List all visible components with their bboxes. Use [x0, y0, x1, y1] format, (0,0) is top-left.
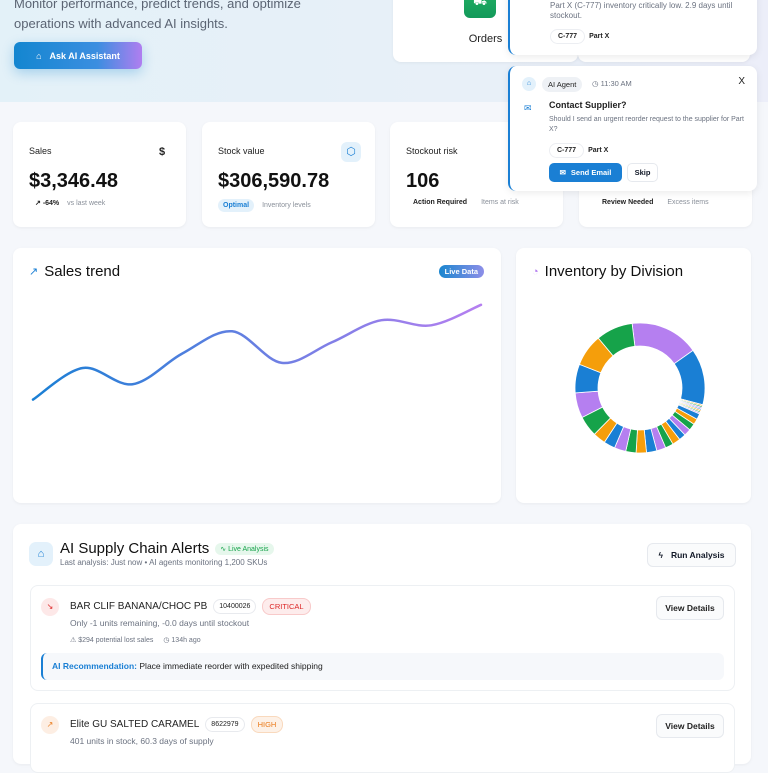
lightning-icon: ϟ [658, 550, 663, 560]
kpi-value: $306,590.78 [218, 170, 330, 192]
sales-trend-line [31, 303, 483, 401]
notification-contact-supplier: ⌂ AI Agent ◷ 11:30 AM X ✉ Contact Suppli… [508, 66, 757, 191]
notification-low-stock: Part X (C-777) inventory critically low.… [508, 0, 757, 55]
kpi-title: Stock value [218, 146, 265, 156]
kpi-stock-value: Stock value ⬡ $306,590.78 Optimal Invento… [202, 122, 375, 227]
alert-description: Only -1 units remaining, -0.0 days until… [70, 618, 250, 628]
recommendation-text: Place immediate reorder with expedited s… [139, 661, 323, 671]
notification-time: 11:30 AM [600, 79, 632, 88]
truck-icon: ⛟ [464, 0, 496, 18]
clock-icon: ◷ [163, 637, 172, 644]
pie-chart-icon: ◔ [532, 265, 539, 278]
kpi-sales: Sales $ $3,346.48 ↗ -64% vs last week [13, 122, 186, 227]
alert-description: 401 units in stock, 60.3 days of supply [70, 736, 214, 746]
kpi-note: Items at risk [481, 199, 519, 206]
kpi-value: 106 [406, 170, 440, 192]
trend-down-icon: ↘ [41, 598, 59, 616]
severity-badge: CRITICAL [262, 598, 311, 615]
severity-badge: HIGH [250, 716, 284, 733]
bot-icon: ⌂ [522, 77, 536, 91]
kpi-note: Inventory levels [262, 202, 311, 209]
product-name: Elite GU SALTED CARAMEL [70, 719, 200, 730]
ai-recommendation: AI Recommendation: Place immediate reord… [41, 653, 724, 680]
close-button[interactable]: X [738, 76, 745, 87]
kpi-title: Sales [29, 146, 52, 156]
status-badge: Optimal [218, 199, 255, 212]
agent-badge: AI Agent [542, 77, 583, 92]
bot-icon: ⌂ [29, 542, 53, 566]
dollar-icon: $ [158, 146, 166, 158]
hero-subtitle: Monitor performance, predict trends, and… [14, 0, 374, 34]
trend-up-icon: ↗ [29, 266, 39, 278]
trend-up-icon: ↗ [41, 716, 59, 734]
alert-item: ↗ Elite GU SALTED CARAMEL 8622979 HIGH 401… [30, 703, 735, 773]
product-code: 8622979 [205, 717, 245, 732]
part-chip: Part X [588, 147, 609, 154]
kpi-note: vs last week [67, 199, 106, 207]
box-icon: ⬡ [341, 142, 361, 162]
status-badge: Action Required [413, 199, 468, 206]
card-title: Inventory by Division [544, 263, 684, 280]
warning-icon: ⚠ [70, 637, 79, 644]
kpi-note: Excess items [667, 199, 709, 206]
hero-subtitle-line: Monitor performance, predict trends, and… [14, 0, 301, 11]
activity-icon: ∿ [220, 545, 229, 553]
send-email-button[interactable]: ✉ Send Email [549, 163, 622, 182]
kpi-title: Stockout risk [406, 146, 458, 156]
kpi-change: -64% [42, 200, 60, 207]
notification-title: Contact Supplier? [549, 100, 627, 110]
section-title: AI Supply Chain Alerts [60, 540, 210, 557]
mail-icon: ✉ [559, 168, 566, 177]
view-details-button[interactable]: View Details [656, 596, 724, 620]
alert-item: ↘ BAR CLIF BANANA/CHOC PB 10400026 CRITICA… [30, 585, 735, 691]
status-badge: Review Needed [602, 199, 654, 206]
inventory-division-card: ◔ Inventory by Division [516, 248, 751, 503]
sku-chip: C-777 [549, 143, 585, 158]
section-subtitle: Last analysis: Just now • AI agents moni… [60, 558, 268, 567]
card-title: Sales trend [44, 263, 121, 280]
donut-slice[interactable] [597, 323, 636, 357]
orders-label: Orders [468, 33, 503, 45]
product-code: 10400026 [213, 599, 257, 614]
clock-icon: ◷ [592, 79, 601, 88]
inventory-donut-chart [574, 322, 706, 454]
sku-chip: C-777 [550, 29, 586, 44]
sales-trend-card: ↗ Sales trend Live Data [13, 248, 501, 503]
notification-text: Part X (C-777) inventory critically low.… [550, 1, 733, 20]
button-label: Send Email [570, 168, 612, 177]
part-chip: Part X [589, 33, 610, 40]
notification-text: Should I send an urgent reorder request … [549, 116, 744, 133]
view-details-button[interactable]: View Details [656, 714, 724, 738]
hero-subtitle-line: operations with advanced AI insights. [14, 16, 228, 31]
recommendation-label: AI Recommendation: [52, 661, 138, 671]
button-label: Run Analysis [670, 550, 725, 560]
lost-sales: $294 potential lost sales [78, 637, 154, 644]
bot-icon: ⌂ [36, 50, 42, 61]
ask-ai-assistant-button[interactable]: ⌂ Ask AI Assistant [14, 42, 142, 69]
alert-age: 134h ago [171, 637, 201, 644]
live-analysis-badge: Live Analysis [228, 545, 269, 553]
product-name: BAR CLIF BANANA/CHOC PB [70, 601, 208, 612]
run-analysis-button[interactable]: ϟ Run Analysis [647, 543, 736, 567]
live-data-badge: Live Data [438, 265, 484, 278]
skip-button[interactable]: Skip [627, 163, 658, 182]
button-label: Ask AI Assistant [49, 50, 120, 61]
kpi-value: $3,346.48 [29, 170, 118, 192]
trend-icon: ↗ [35, 200, 43, 207]
mail-icon: ✉ [524, 103, 532, 113]
sales-trend-chart [31, 303, 483, 401]
